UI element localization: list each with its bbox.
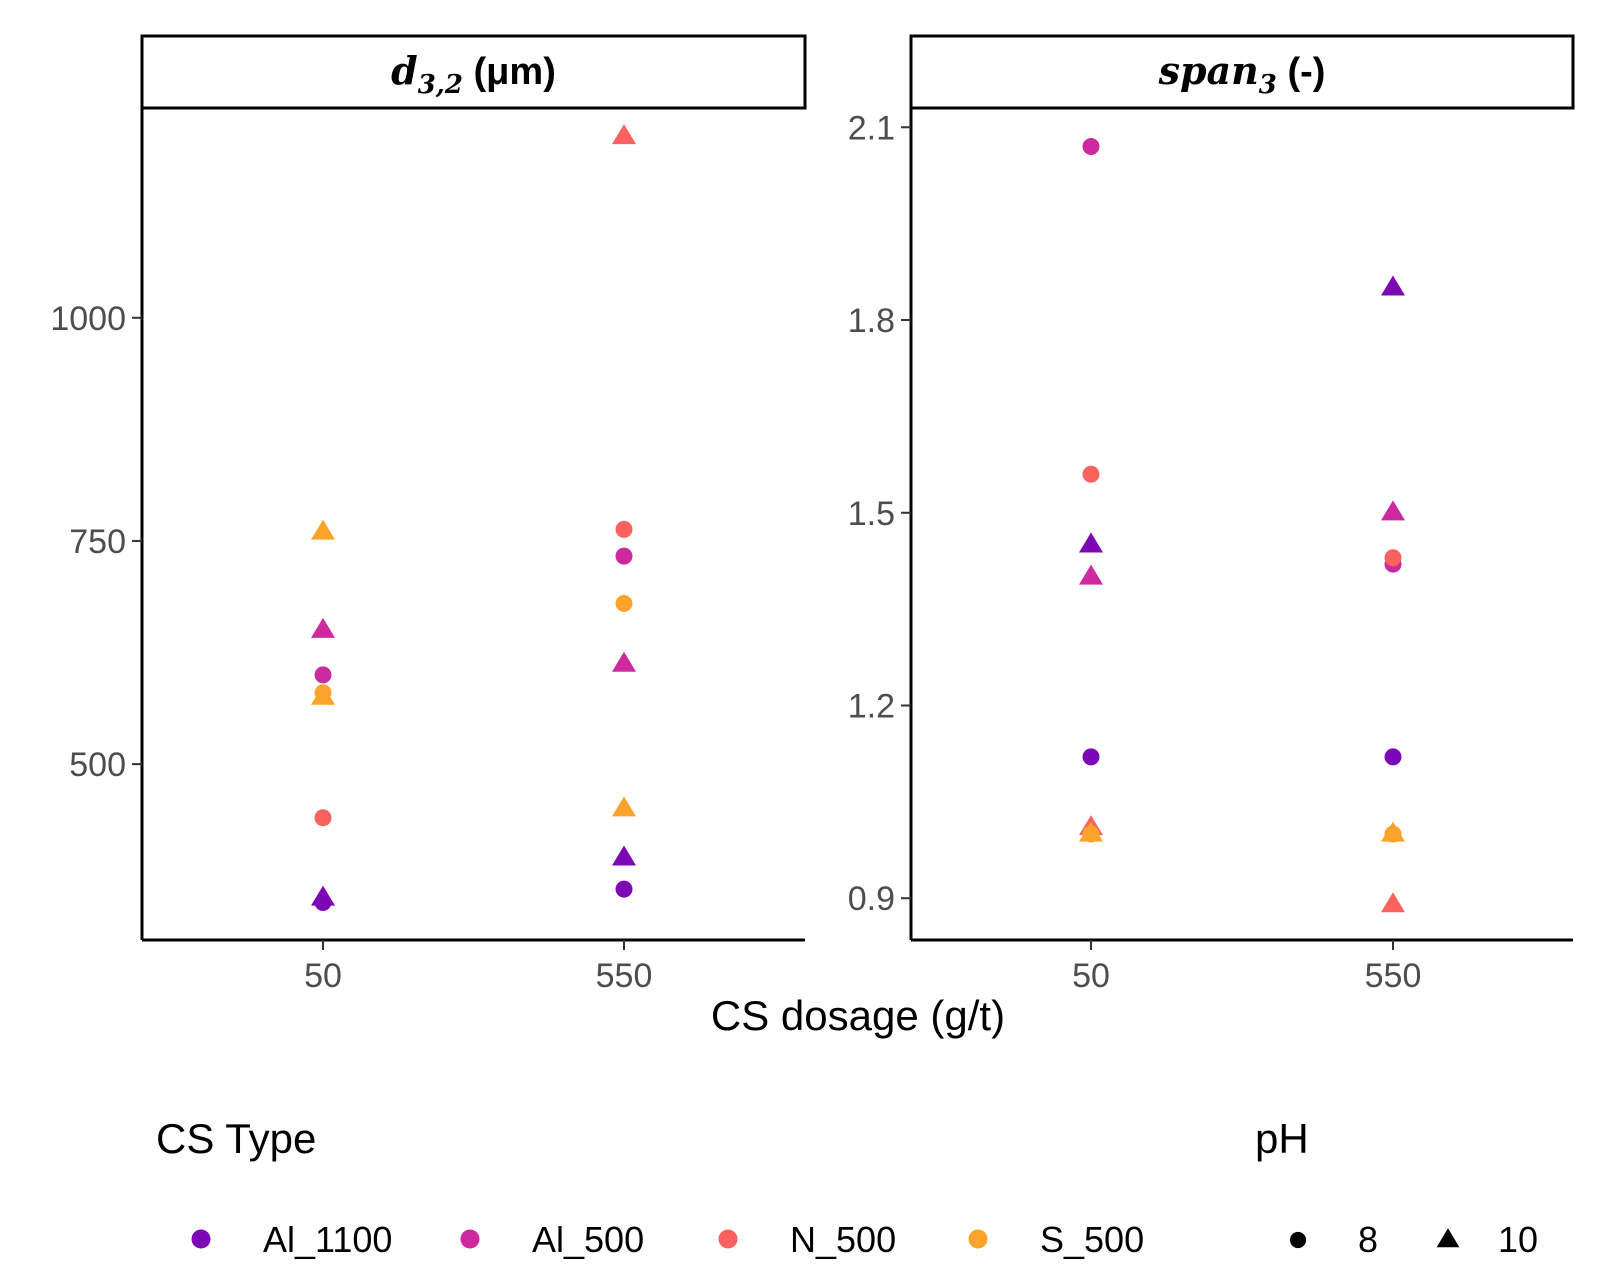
data-point-n_500-ph8 — [615, 520, 633, 538]
data-point-al_1100-ph10 — [311, 885, 335, 906]
panels-layer: d3,2 (μm) 500 750 1000 50 550 span3 (-) 0.9 1.2 1… — [50, 34, 1575, 995]
x-axis-title: CS dosage (g/t) — [711, 992, 1005, 1039]
legend-label-al_1100: Al_1100 — [263, 1219, 392, 1260]
data-point-al_500-ph8 — [615, 547, 633, 565]
legend-label-ph-8: 8 — [1358, 1219, 1378, 1260]
data-point-al_500-ph10 — [612, 651, 636, 672]
x-tick-label: 50 — [304, 957, 342, 995]
x-tick-label: 550 — [596, 957, 653, 995]
strip-unit: (μm) — [463, 51, 556, 93]
strip-label: span3 (-) — [1158, 48, 1326, 100]
points-span3 — [1079, 138, 1405, 913]
strip-unit: (-) — [1277, 51, 1326, 93]
y-tick-label: 1.8 — [848, 302, 895, 340]
legend-shape-title: pH — [1255, 1115, 1309, 1162]
legend-label-ph-10: 10 — [1498, 1219, 1538, 1260]
y-tick-label: 750 — [69, 523, 126, 561]
data-point-s_500-ph10 — [612, 796, 636, 817]
strip-box — [140, 34, 807, 110]
y-tick-label: 2.1 — [848, 109, 895, 147]
strip-math-main: span — [1158, 48, 1259, 93]
data-point-al_1100-ph10 — [1381, 275, 1405, 296]
data-point-n_500-ph8 — [1082, 465, 1100, 483]
data-point-s_500-ph10 — [1079, 821, 1103, 842]
data-point-n_500-ph8 — [314, 809, 332, 827]
legend-label-n_500: N_500 — [790, 1219, 896, 1260]
data-point-n_500-ph10 — [1381, 892, 1405, 913]
points-d32 — [311, 124, 636, 912]
legend-key-ph-8 — [1289, 1231, 1307, 1249]
legend-key-al_500 — [460, 1229, 480, 1249]
y-tick-label: 1.5 — [848, 495, 895, 533]
data-point-al_1100-ph10 — [1079, 532, 1103, 553]
data-point-al_1100-ph8 — [615, 880, 633, 898]
data-point-al_1100-ph8 — [1384, 748, 1402, 766]
data-point-n_500-ph8 — [1384, 549, 1402, 567]
legend-color-title: CS Type — [156, 1115, 316, 1162]
y-tick-label: 1000 — [50, 300, 126, 338]
legend-key-ph-10 — [1436, 1228, 1460, 1248]
data-point-n_500-ph10 — [612, 124, 636, 145]
y-tick-label: 500 — [69, 746, 126, 784]
legend-label-s_500: S_500 — [1040, 1219, 1144, 1260]
data-point-al_500-ph8 — [314, 666, 332, 684]
data-point-al_1100-ph10 — [612, 845, 636, 866]
data-point-al_500-ph8 — [1082, 138, 1100, 156]
legend-key-n_500 — [718, 1229, 738, 1249]
legend: CS Type pH Al_1100 Al_500 N_500 S_500 8 10 — [156, 1115, 1538, 1260]
strip-math-sub: 3 — [1259, 70, 1277, 100]
data-point-s_500-ph10 — [311, 684, 335, 705]
data-point-al_500-ph10 — [1381, 500, 1405, 521]
strip-label: d3,2 (μm) — [391, 48, 556, 100]
panel-span3: span3 (-) 0.9 1.2 1.5 1.8 2.1 50 550 — [848, 34, 1575, 995]
y-tick-label: 1.2 — [848, 687, 895, 725]
strip-math-sub: 3,2 — [418, 70, 463, 100]
data-point-al_1100-ph8 — [1082, 748, 1100, 766]
legend-key-al_1100 — [191, 1229, 211, 1249]
data-point-al_500-ph10 — [1079, 564, 1103, 585]
data-point-s_500-ph10 — [1381, 821, 1405, 842]
legend-label-al_500: Al_500 — [532, 1219, 644, 1260]
panel-d32: d3,2 (μm) 500 750 1000 50 550 — [50, 34, 807, 995]
legend-items: Al_1100 Al_500 N_500 S_500 8 10 — [191, 1219, 1538, 1260]
strip-math-main: d — [391, 48, 418, 93]
y-tick-label: 0.9 — [848, 880, 895, 918]
x-tick-label: 50 — [1072, 957, 1110, 995]
data-point-s_500-ph10 — [311, 519, 335, 540]
x-tick-label: 550 — [1365, 957, 1422, 995]
data-point-s_500-ph8 — [615, 594, 633, 612]
data-point-al_500-ph10 — [311, 617, 335, 638]
strip-box — [909, 34, 1575, 110]
legend-key-s_500 — [968, 1229, 988, 1249]
